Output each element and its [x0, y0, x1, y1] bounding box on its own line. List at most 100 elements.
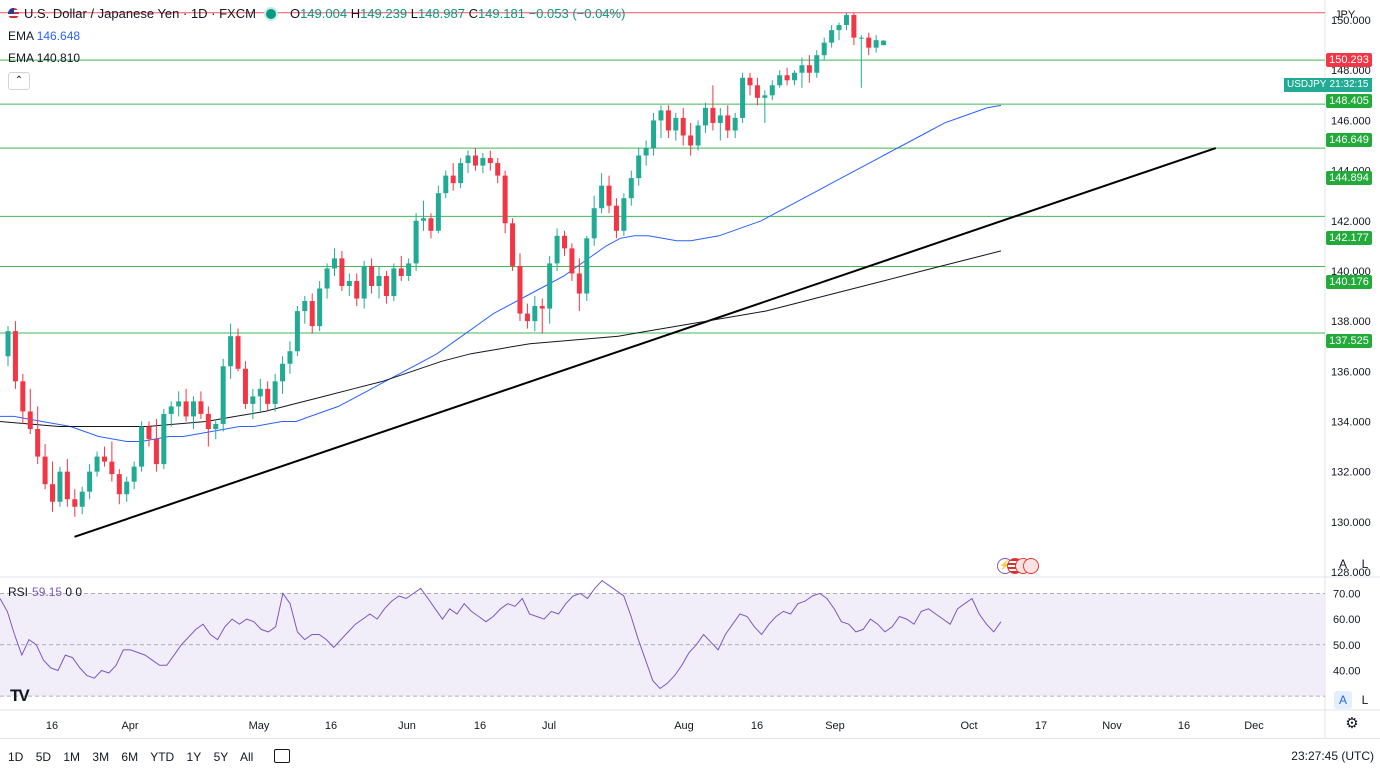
- x-tick-label: 16: [474, 720, 486, 732]
- x-tick-label: 17: [1035, 720, 1047, 732]
- trendline: [74, 147, 1217, 538]
- candle-body: [421, 218, 427, 221]
- candle-body: [406, 263, 412, 276]
- bottom-toolbar: 1D 5D 1M 3M 6M YTD 1Y 5Y All 23:27:45 (U…: [0, 738, 1380, 777]
- candle-body: [176, 401, 182, 407]
- chevron-up-icon[interactable]: ⌃: [8, 72, 30, 90]
- candle-body: [688, 135, 694, 146]
- candle-body: [569, 248, 575, 274]
- price-tag-level: 142.177: [1326, 231, 1372, 245]
- candle-body: [57, 471, 63, 502]
- candle-body: [843, 15, 849, 26]
- calendar-icon[interactable]: [273, 749, 290, 763]
- candle-body: [836, 25, 842, 31]
- candle-body: [784, 75, 790, 81]
- x-tick-label: Dec: [1244, 720, 1264, 732]
- candle-body: [458, 163, 464, 184]
- candle-body: [391, 268, 397, 297]
- currency-selector[interactable]: JPY: [1335, 9, 1356, 21]
- candle-body: [777, 75, 783, 86]
- tradingview-logo[interactable]: TV: [10, 686, 30, 705]
- candle-body: [658, 110, 664, 121]
- candle-body: [747, 77, 753, 86]
- candle-body: [435, 193, 441, 231]
- range-1y-button[interactable]: 1Y: [186, 750, 202, 764]
- candle-body: [317, 288, 323, 327]
- range-5y-button[interactable]: 5Y: [213, 750, 229, 764]
- range-buttons: 1D 5D 1M 3M 6M YTD 1Y 5Y All: [8, 749, 299, 764]
- range-1m-button[interactable]: 1M: [63, 750, 81, 764]
- rsi-y-tick-label: 70.00: [1333, 588, 1361, 600]
- candle-body: [413, 220, 419, 264]
- candle-body: [265, 388, 271, 404]
- candle-body: [64, 471, 70, 500]
- x-tick-label: Aug: [674, 720, 694, 732]
- candle-body: [205, 413, 211, 429]
- candle-body: [116, 474, 122, 495]
- rsi-legend[interactable]: RSI 59.15 0 0: [8, 585, 82, 599]
- rsi-param: 0: [75, 585, 83, 599]
- candle-body: [50, 484, 56, 502]
- range-6m-button[interactable]: 6M: [121, 750, 139, 764]
- ema-slow-legend[interactable]: EMA 140.810: [8, 51, 80, 65]
- rsi-auto-scale-button[interactable]: A: [1334, 691, 1352, 709]
- candle-body: [168, 406, 174, 414]
- price-tag-level: 137.525: [1326, 334, 1372, 348]
- candle-body: [792, 72, 798, 81]
- candle-body: [161, 413, 167, 465]
- rsi-log-scale-button[interactable]: L: [1361, 693, 1369, 707]
- candle-body: [250, 396, 256, 404]
- rsi-value: 59.15: [32, 585, 63, 599]
- economic-event-icon[interactable]: [1023, 558, 1039, 574]
- candle-body: [732, 117, 738, 131]
- candle-body: [87, 471, 93, 492]
- range-5d-button[interactable]: 5D: [35, 750, 52, 764]
- range-3m-button[interactable]: 3M: [92, 750, 110, 764]
- candle-body: [354, 280, 360, 299]
- x-tick-label: 16: [1178, 720, 1190, 732]
- ema-fast-legend[interactable]: EMA 146.648: [8, 29, 80, 43]
- candle-body: [673, 117, 679, 131]
- candle-body: [294, 311, 300, 352]
- candle-body: [198, 401, 204, 414]
- symbol-title: U.S. Dollar / Japanese Yen · 1D · FXCM: [24, 6, 256, 21]
- candle-body: [547, 263, 553, 309]
- rsi-label: RSI: [8, 585, 29, 599]
- log-scale-button[interactable]: L: [1361, 557, 1369, 571]
- candle-body: [383, 275, 389, 297]
- ohlc-values: O149.004 H149.239 L148.987 C149.181 −0.0…: [289, 6, 626, 21]
- candle-body: [361, 265, 367, 299]
- candle-body: [235, 336, 241, 369]
- y-tick-label: 128.000: [1331, 567, 1371, 579]
- range-1d-button[interactable]: 1D: [8, 750, 24, 764]
- candle-body: [636, 155, 642, 179]
- ema-slow-line: [0, 250, 1002, 427]
- utc-clock[interactable]: 23:27:45 (UTC): [1291, 749, 1374, 763]
- price-tag-level: 144.894: [1326, 171, 1372, 185]
- candle-body: [725, 115, 731, 131]
- candle-body: [42, 456, 48, 485]
- candle-body: [487, 158, 493, 164]
- gear-icon[interactable]: ⚙: [1345, 715, 1359, 732]
- candle-body: [539, 306, 545, 309]
- candle-body: [79, 491, 85, 507]
- range-ytd-button[interactable]: YTD: [150, 750, 175, 764]
- y-tick-label: 148.000: [1331, 65, 1371, 77]
- candle-body: [762, 95, 768, 98]
- candle-body: [153, 439, 159, 465]
- auto-scale-button[interactable]: A: [1338, 557, 1347, 571]
- y-tick-label: 140.000: [1331, 266, 1371, 278]
- candle-body: [651, 120, 657, 149]
- ema-fast-value: 146.648: [36, 29, 81, 43]
- rsi-param: 0: [65, 585, 73, 599]
- symbol-legend[interactable]: U.S. Dollar / Japanese Yen · 1D · FXCM O1…: [8, 6, 625, 21]
- chart-canvas[interactable]: 128.000 130.000 132.000 134.000 136.000 138.0…: [0, 0, 1380, 738]
- price-tag-level: 146.649: [1326, 133, 1372, 147]
- ema-fast-label: EMA: [8, 29, 34, 43]
- range-all-button[interactable]: All: [239, 750, 254, 764]
- candle-body: [450, 175, 456, 184]
- candle-body: [280, 363, 286, 382]
- y-tick-label: 138.000: [1331, 316, 1371, 328]
- rsi-y-tick-label: 50.00: [1333, 640, 1361, 652]
- candle-body: [146, 426, 152, 440]
